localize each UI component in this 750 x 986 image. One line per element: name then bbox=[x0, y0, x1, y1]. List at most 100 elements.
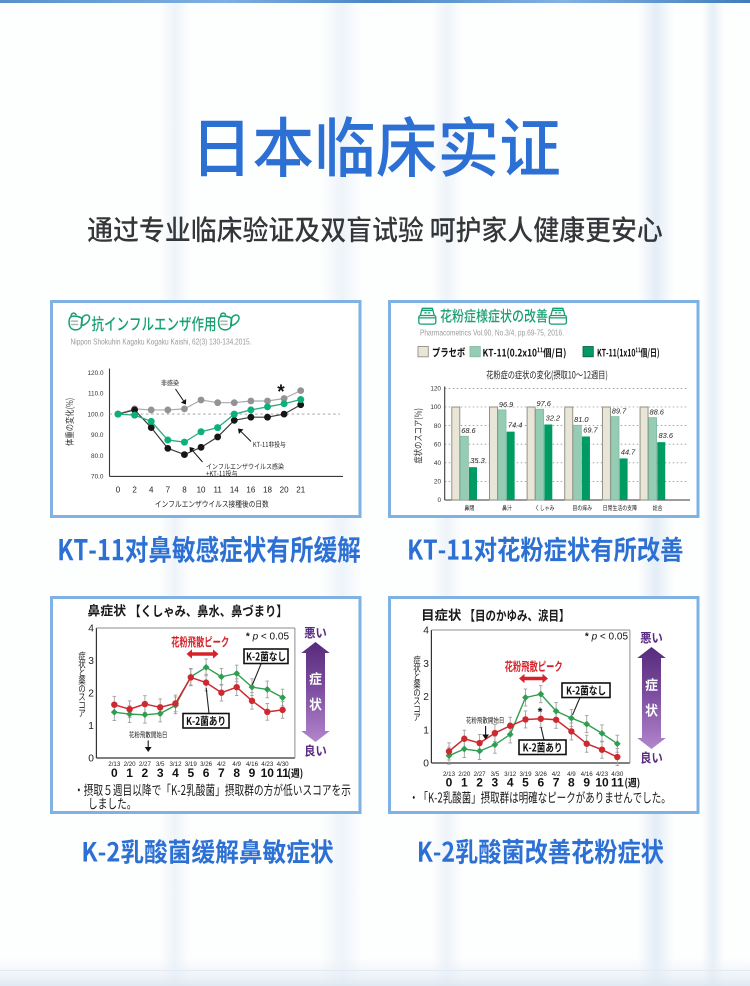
svg-text:81.0: 81.0 bbox=[574, 415, 589, 424]
svg-text:4/2: 4/2 bbox=[552, 771, 561, 778]
svg-text:4: 4 bbox=[423, 626, 429, 637]
svg-text:4/9: 4/9 bbox=[567, 771, 576, 778]
svg-text:4: 4 bbox=[149, 486, 154, 495]
svg-text:3/12: 3/12 bbox=[169, 761, 182, 768]
svg-text:*: * bbox=[277, 382, 285, 403]
svg-text:2/20: 2/20 bbox=[458, 771, 471, 778]
svg-text:70.0: 70.0 bbox=[91, 474, 104, 481]
svg-text:3: 3 bbox=[423, 659, 429, 670]
svg-text:10: 10 bbox=[261, 766, 275, 780]
svg-text:3: 3 bbox=[492, 776, 499, 790]
svg-text:2/13: 2/13 bbox=[108, 761, 121, 768]
svg-text:20: 20 bbox=[280, 486, 289, 495]
svg-text:7: 7 bbox=[166, 486, 171, 495]
svg-text:20: 20 bbox=[434, 479, 442, 486]
svg-text:44.7: 44.7 bbox=[621, 447, 636, 456]
svg-text:9: 9 bbox=[249, 766, 256, 780]
svg-text:5: 5 bbox=[187, 766, 194, 780]
svg-text:74.4: 74.4 bbox=[508, 421, 522, 430]
svg-text:3: 3 bbox=[88, 656, 94, 667]
svg-text:4/16: 4/16 bbox=[581, 771, 594, 778]
svg-text:11: 11 bbox=[214, 486, 223, 495]
svg-text:1: 1 bbox=[423, 725, 429, 736]
svg-text:4: 4 bbox=[172, 766, 179, 780]
svg-text:3/19: 3/19 bbox=[519, 771, 532, 778]
svg-text:40: 40 bbox=[434, 460, 442, 467]
svg-text:4/2: 4/2 bbox=[217, 761, 226, 768]
svg-text:1: 1 bbox=[88, 721, 94, 732]
svg-text:6: 6 bbox=[537, 776, 544, 790]
svg-text:83.6: 83.6 bbox=[659, 431, 674, 440]
svg-text:4/23: 4/23 bbox=[261, 761, 274, 768]
svg-text:88.6: 88.6 bbox=[649, 408, 664, 417]
svg-text:3/12: 3/12 bbox=[504, 771, 517, 778]
svg-text:3/5: 3/5 bbox=[156, 761, 165, 768]
svg-text:3: 3 bbox=[157, 766, 164, 780]
svg-text:100.0: 100.0 bbox=[88, 411, 104, 418]
svg-text:2/20: 2/20 bbox=[124, 761, 137, 768]
svg-text:1: 1 bbox=[461, 776, 468, 790]
svg-text:11: 11 bbox=[276, 766, 289, 780]
svg-text:60: 60 bbox=[434, 441, 442, 448]
svg-text:2: 2 bbox=[142, 766, 149, 780]
svg-text:8: 8 bbox=[233, 766, 240, 780]
svg-text:120.0: 120.0 bbox=[88, 370, 104, 377]
svg-text:100: 100 bbox=[430, 404, 441, 411]
svg-text:0: 0 bbox=[446, 776, 453, 790]
svg-text:10: 10 bbox=[595, 776, 609, 790]
svg-text:2/27: 2/27 bbox=[474, 771, 487, 778]
svg-text:2: 2 bbox=[423, 692, 429, 703]
svg-text:110.0: 110.0 bbox=[88, 391, 104, 398]
svg-text:Pharmacometrics Vol.90, No.3/4: Pharmacometrics Vol.90, No.3/4, pp.69-75… bbox=[420, 328, 564, 338]
svg-text:2/27: 2/27 bbox=[139, 761, 152, 768]
svg-text:8: 8 bbox=[182, 486, 187, 495]
svg-text:2: 2 bbox=[88, 689, 94, 700]
svg-text:4/9: 4/9 bbox=[232, 761, 241, 768]
svg-text:96.9: 96.9 bbox=[499, 400, 513, 409]
svg-text:4: 4 bbox=[507, 776, 514, 790]
svg-text:97.6: 97.6 bbox=[537, 399, 552, 408]
svg-text:21: 21 bbox=[296, 486, 305, 495]
svg-text:3/26: 3/26 bbox=[535, 771, 548, 778]
svg-text:7: 7 bbox=[553, 776, 560, 790]
svg-text:Nippon Shokuhin Kagaku Kogaku: Nippon Shokuhin Kagaku Kogaku Kaishi, 62… bbox=[71, 337, 252, 347]
svg-text:3/26: 3/26 bbox=[200, 761, 213, 768]
svg-text:7: 7 bbox=[218, 766, 225, 780]
svg-text:11: 11 bbox=[611, 776, 624, 790]
svg-text:2: 2 bbox=[476, 776, 483, 790]
svg-text:90.0: 90.0 bbox=[91, 432, 104, 439]
svg-text:0: 0 bbox=[111, 766, 118, 780]
svg-text:10: 10 bbox=[197, 486, 206, 495]
svg-text:32.2: 32.2 bbox=[546, 413, 560, 422]
svg-text:1: 1 bbox=[126, 766, 133, 780]
svg-text:80.0: 80.0 bbox=[91, 453, 104, 460]
svg-text:0: 0 bbox=[88, 754, 94, 765]
svg-text:4/30: 4/30 bbox=[611, 771, 624, 778]
svg-text:*: * bbox=[538, 705, 543, 719]
svg-text:2: 2 bbox=[132, 486, 137, 495]
svg-text:14: 14 bbox=[230, 486, 239, 495]
svg-text:35.3: 35.3 bbox=[470, 456, 485, 465]
svg-text:4/30: 4/30 bbox=[277, 761, 290, 768]
svg-text:0: 0 bbox=[437, 497, 441, 504]
svg-text:120: 120 bbox=[430, 386, 441, 393]
svg-text:68.6: 68.6 bbox=[461, 426, 476, 435]
svg-text:0: 0 bbox=[116, 486, 121, 495]
svg-text:8: 8 bbox=[568, 776, 575, 790]
svg-text:4: 4 bbox=[88, 624, 94, 635]
svg-text:4/16: 4/16 bbox=[246, 761, 259, 768]
svg-text:* p < 0.05: * p < 0.05 bbox=[585, 632, 629, 643]
svg-text:80: 80 bbox=[434, 423, 442, 430]
svg-text:3/5: 3/5 bbox=[491, 771, 500, 778]
svg-text:69.7: 69.7 bbox=[583, 425, 598, 434]
svg-text:* p < 0.05: * p < 0.05 bbox=[246, 632, 290, 643]
svg-text:5: 5 bbox=[522, 776, 529, 790]
svg-text:4/23: 4/23 bbox=[596, 771, 609, 778]
svg-text:9: 9 bbox=[583, 776, 590, 790]
svg-text:2/13: 2/13 bbox=[443, 771, 456, 778]
svg-text:16: 16 bbox=[246, 486, 255, 495]
svg-text:0: 0 bbox=[423, 759, 429, 770]
svg-text:3/19: 3/19 bbox=[185, 761, 198, 768]
svg-text:18: 18 bbox=[263, 486, 272, 495]
svg-text:6: 6 bbox=[203, 766, 210, 780]
